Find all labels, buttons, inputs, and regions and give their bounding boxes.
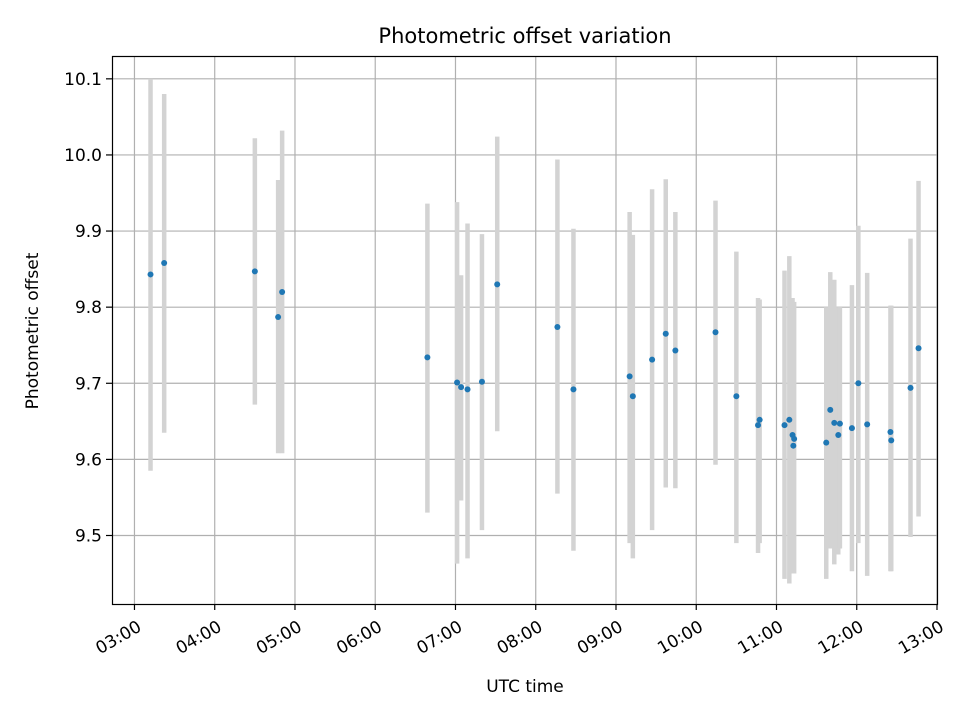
data-point xyxy=(755,422,762,429)
data-point xyxy=(649,356,656,363)
data-point xyxy=(458,384,465,391)
plot-frame xyxy=(111,55,939,606)
data-point xyxy=(626,373,633,380)
data-point xyxy=(147,271,154,278)
y-tick-label: 9.6 xyxy=(75,450,102,470)
data-point xyxy=(915,345,922,352)
data-point xyxy=(672,347,679,354)
y-axis-label: Photometric offset xyxy=(23,252,43,409)
y-tick-label: 9.9 xyxy=(75,222,102,242)
data-point xyxy=(424,354,431,361)
y-tick-label: 9.5 xyxy=(75,527,102,547)
data-point xyxy=(494,281,501,288)
data-point xyxy=(835,432,842,439)
data-point xyxy=(827,406,834,413)
data-point xyxy=(478,378,485,385)
chart-title: Photometric offset variation xyxy=(378,24,671,48)
data-point xyxy=(887,428,894,435)
data-point xyxy=(790,442,797,449)
data-point xyxy=(756,416,763,423)
data-point xyxy=(823,439,830,446)
data-point xyxy=(786,416,793,423)
y-tick-label: 9.7 xyxy=(75,374,102,394)
data-point xyxy=(836,420,843,427)
data-point xyxy=(570,386,577,393)
data-point xyxy=(831,419,838,426)
data-point xyxy=(251,268,258,275)
data-point xyxy=(888,437,895,444)
data-point xyxy=(855,380,862,387)
data-point xyxy=(791,435,798,442)
data-point xyxy=(733,393,740,400)
data-points xyxy=(147,260,922,449)
data-point xyxy=(907,384,914,391)
data-point xyxy=(848,425,855,432)
y-tick-label: 10.1 xyxy=(64,70,102,90)
data-point xyxy=(629,393,636,400)
data-point xyxy=(554,323,561,330)
data-point xyxy=(662,330,669,337)
data-point xyxy=(454,379,461,386)
data-point xyxy=(781,422,788,429)
data-point xyxy=(275,314,282,321)
data-point xyxy=(712,329,719,336)
x-axis-label: UTC time xyxy=(486,677,564,697)
data-point xyxy=(161,260,168,267)
data-point xyxy=(864,421,871,428)
y-tick-label: 10.0 xyxy=(64,146,102,166)
y-tick-label: 9.8 xyxy=(75,298,102,318)
data-point xyxy=(279,288,286,295)
data-point xyxy=(464,386,471,393)
